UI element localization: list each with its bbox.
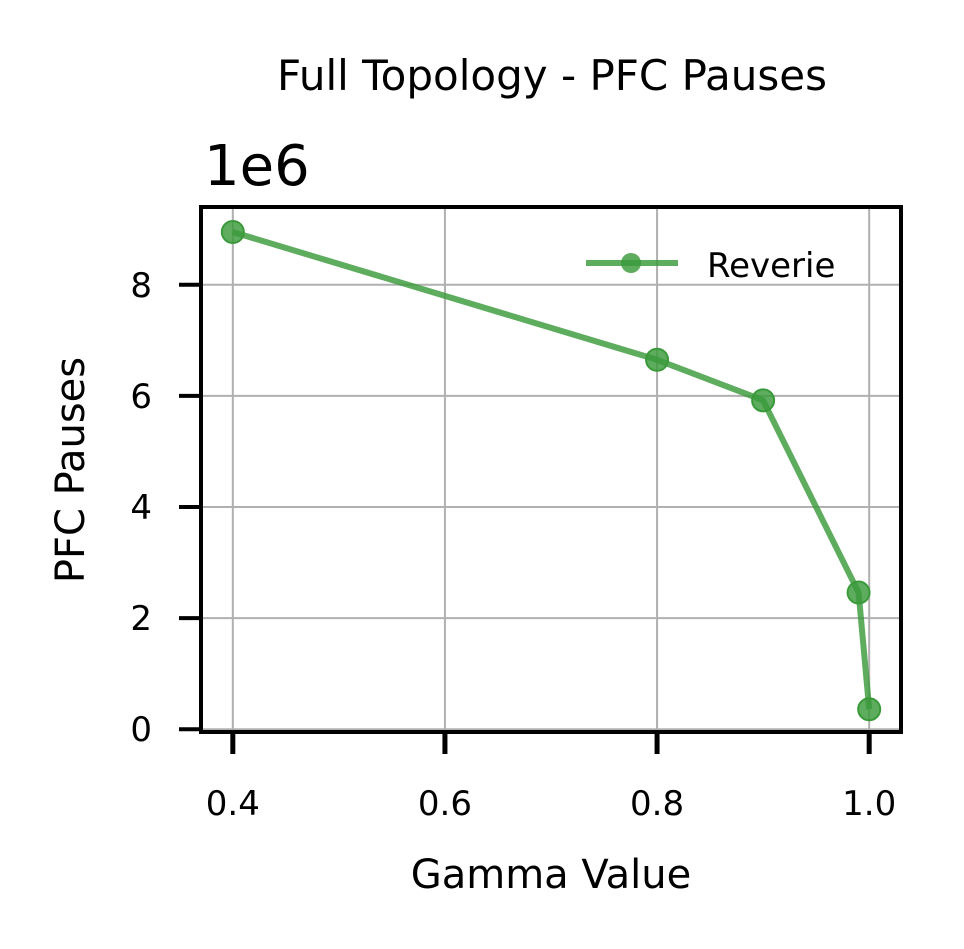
legend-label: Reverie bbox=[707, 246, 835, 286]
axis-ticks: 0.4 0.6 0.8 1.0 0 2 4 6 8 bbox=[130, 266, 896, 824]
data-point bbox=[220, 220, 245, 244]
data-point bbox=[857, 697, 882, 722]
x-tick-label: 0.8 bbox=[630, 784, 684, 824]
chart-title: Full Topology - PFC Pauses bbox=[277, 51, 827, 100]
series-layer bbox=[220, 220, 882, 722]
legend-marker bbox=[621, 253, 641, 273]
y-offset-label: 1e6 bbox=[204, 134, 310, 199]
data-point bbox=[751, 388, 776, 413]
y-tick-label: 0 bbox=[130, 710, 152, 750]
x-tick-label: 1.0 bbox=[842, 784, 896, 824]
x-axis-label: Gamma Value bbox=[411, 852, 692, 898]
data-point bbox=[645, 347, 670, 372]
y-axis-label: PFC Pauses bbox=[48, 357, 94, 583]
x-tick-label: 0.6 bbox=[418, 784, 472, 824]
y-tick-label: 6 bbox=[130, 377, 152, 417]
y-tick-label: 2 bbox=[130, 599, 152, 639]
y-tick-label: 4 bbox=[130, 488, 152, 528]
series-line bbox=[231, 229, 873, 710]
data-point bbox=[846, 580, 871, 605]
y-tick-label: 8 bbox=[130, 266, 152, 306]
plot-frame bbox=[199, 205, 903, 734]
x-tick-label: 0.4 bbox=[206, 784, 260, 824]
legend: Reverie bbox=[586, 246, 835, 286]
